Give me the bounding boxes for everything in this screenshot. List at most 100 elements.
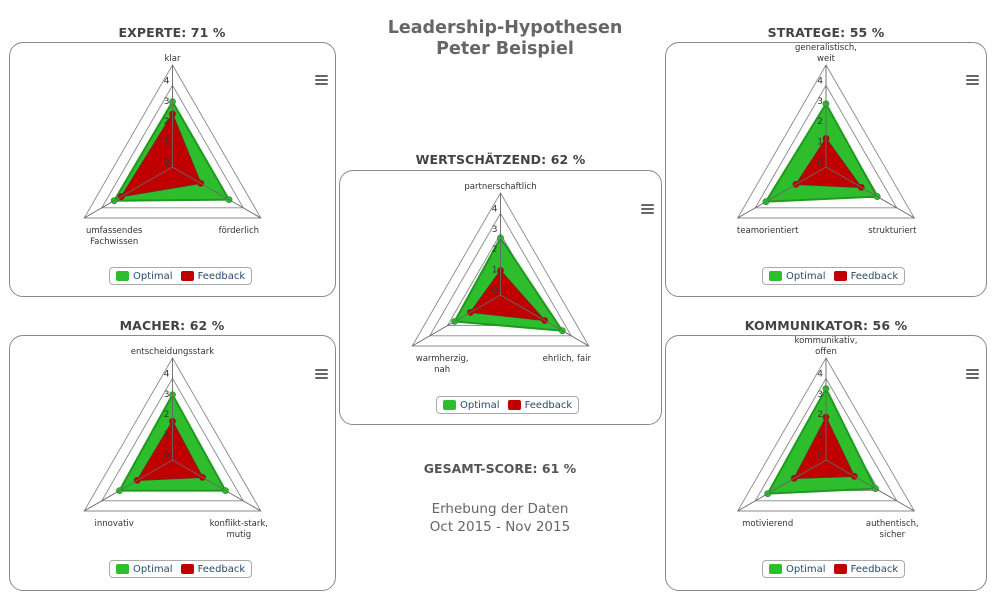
radar-plot: 0 1 2 3 4 entscheidungsstark konflikt-stark, mu… (83, 347, 268, 540)
legend-item-feedback[interactable]: Feedback (180, 271, 245, 282)
legend-item-optimal[interactable]: Optimal (116, 564, 173, 575)
legend-item-feedback[interactable]: Feedback (180, 564, 245, 575)
axis-category-label: ehrlich, fair (543, 354, 592, 364)
legend-item-feedback[interactable]: Feedback (507, 400, 572, 411)
legend-swatch-optimal (116, 271, 129, 281)
chart-menu-button[interactable] (315, 75, 328, 86)
legend-swatch-feedback (507, 400, 521, 410)
tick-label: 3 (817, 97, 823, 107)
chart-legend: Optimal Feedback (109, 267, 253, 285)
tick-label: 2 (817, 410, 823, 420)
radar-chart-wertschaetzend: 0 1 2 3 4 partnerschaftlich ehrlich, fair warmh… (339, 170, 662, 425)
axis-line (825, 459, 915, 512)
axis-line (83, 459, 173, 512)
axis-category-label: motivierend (742, 519, 793, 529)
period-range: Oct 2015 - Nov 2015 (429, 519, 571, 535)
grid-ring (411, 192, 590, 347)
radar-plot: 0 1 2 3 4 generalistisch, weit strukturiert team… (736, 43, 917, 236)
tick-label: 3 (164, 97, 170, 107)
axis-category-label: entscheidungsstark (131, 347, 214, 357)
legend-swatch-optimal (769, 271, 782, 281)
grid-ring (101, 377, 244, 502)
radar-plot: 0 1 2 3 4 partnerschaftlich ehrlich, fair warmh… (411, 182, 592, 375)
tick-label: 0 (164, 158, 170, 168)
total-score: GESAMT-SCORE: 61 % (423, 461, 577, 476)
tick-label: 3 (817, 390, 823, 400)
menu-icon (315, 369, 328, 371)
axis-line (500, 294, 590, 347)
grid-ring (754, 84, 898, 209)
radar-plot: 0 1 2 3 4 klar förderlich umfassendes Fachwissen (83, 54, 262, 247)
tick-label: 4 (164, 369, 170, 379)
legend-item-feedback[interactable]: Feedback (833, 271, 898, 282)
legend-swatch-feedback (833, 564, 847, 574)
legend-swatch-feedback (180, 271, 194, 281)
legend-swatch-feedback (833, 271, 847, 281)
tick-label: 1 (817, 138, 823, 148)
tick-label: 0 (817, 158, 823, 168)
page-title: Leadership-Hypothesen Peter Beispiel (350, 18, 660, 60)
grid-ring (754, 377, 898, 502)
grid-ring (736, 64, 916, 219)
menu-icon (641, 204, 654, 206)
legend-item-optimal[interactable]: Optimal (769, 271, 826, 282)
panel-title-experte: EXPERTE: 71 % (118, 25, 226, 40)
tick-label: 4 (817, 76, 823, 86)
panel-title-wertschaetzend: WERTSCHÄTZEND: 62 % (415, 152, 586, 167)
series-feedback[interactable] (467, 267, 549, 324)
tick-label: 0 (164, 451, 170, 461)
legend-swatch-optimal (116, 564, 129, 574)
axis-category-label: klar (165, 54, 181, 64)
title-line-1: Leadership-Hypothesen (387, 18, 623, 38)
axis-category-label: konflikt-stark, mutig (210, 519, 268, 540)
axis-category-label: umfassendes Fachwissen (86, 226, 143, 247)
tick-label: 2 (817, 117, 823, 127)
axis-category-label: generalistisch, weit (795, 43, 857, 64)
axis-category-label: strukturiert (868, 226, 917, 236)
legend-item-optimal[interactable]: Optimal (769, 564, 826, 575)
tick-label: 2 (164, 410, 170, 420)
menu-icon (966, 75, 979, 77)
legend-item-optimal[interactable]: Optimal (116, 271, 173, 282)
axis-line (737, 459, 827, 512)
axis-line (172, 459, 262, 512)
grid-ring (736, 357, 916, 512)
chart-legend: Optimal Feedback (436, 396, 580, 414)
title-line-2: Peter Beispiel (436, 39, 574, 59)
panel-title-macher: MACHER: 62 % (119, 318, 225, 333)
axis-line (172, 166, 262, 219)
panel-title-kommunikator: KOMMUNIKATOR: 56 % (744, 318, 908, 333)
tick-label: 4 (164, 76, 170, 86)
tick-label: 3 (164, 390, 170, 400)
legend-item-feedback[interactable]: Feedback (833, 564, 898, 575)
chart-menu-button[interactable] (966, 75, 979, 86)
axis-category-label: warmherzig, nah (416, 354, 469, 375)
tick-label: 4 (817, 369, 823, 379)
legend-swatch-optimal (769, 564, 782, 574)
axis-category-label: authentisch, sicher (866, 519, 919, 540)
grid-ring (101, 84, 244, 209)
radar-chart-macher: 0 1 2 3 4 entscheidungsstark konflikt-stark, mu… (9, 335, 336, 591)
axis-category-label: förderlich (219, 226, 259, 236)
menu-icon (315, 75, 328, 77)
radar-chart-stratege: 0 1 2 3 4 generalistisch, weit strukturiert team… (665, 42, 987, 297)
period-label: Erhebung der Daten (431, 501, 569, 517)
legend-item-optimal[interactable]: Optimal (443, 400, 500, 411)
chart-menu-button[interactable] (641, 204, 654, 215)
tick-label: 0 (492, 286, 498, 296)
chart-menu-button[interactable] (966, 369, 979, 380)
panel-title-stratege: STRATEGE: 55 % (767, 25, 885, 40)
data-period: Erhebung der Daten Oct 2015 - Nov 2015 (380, 500, 620, 536)
chart-menu-button[interactable] (315, 369, 328, 380)
axis-category-label: kommunikativ, offen (795, 336, 858, 357)
axis-category-label: teamorientiert (737, 226, 799, 236)
axis-category-label: innovativ (95, 519, 134, 529)
legend-swatch-optimal (443, 400, 456, 410)
grid-ring (83, 64, 262, 219)
radar-plot: 0 1 2 3 4 kommunikativ, offen authentisch, siche… (736, 336, 919, 540)
chart-legend: Optimal Feedback (109, 560, 253, 578)
axis-line (83, 166, 173, 219)
grid-ring (83, 357, 262, 512)
tick-label: 1 (164, 138, 170, 148)
radar-chart-kommunikator: 0 1 2 3 4 kommunikativ, offen authentisch, siche… (665, 335, 987, 591)
